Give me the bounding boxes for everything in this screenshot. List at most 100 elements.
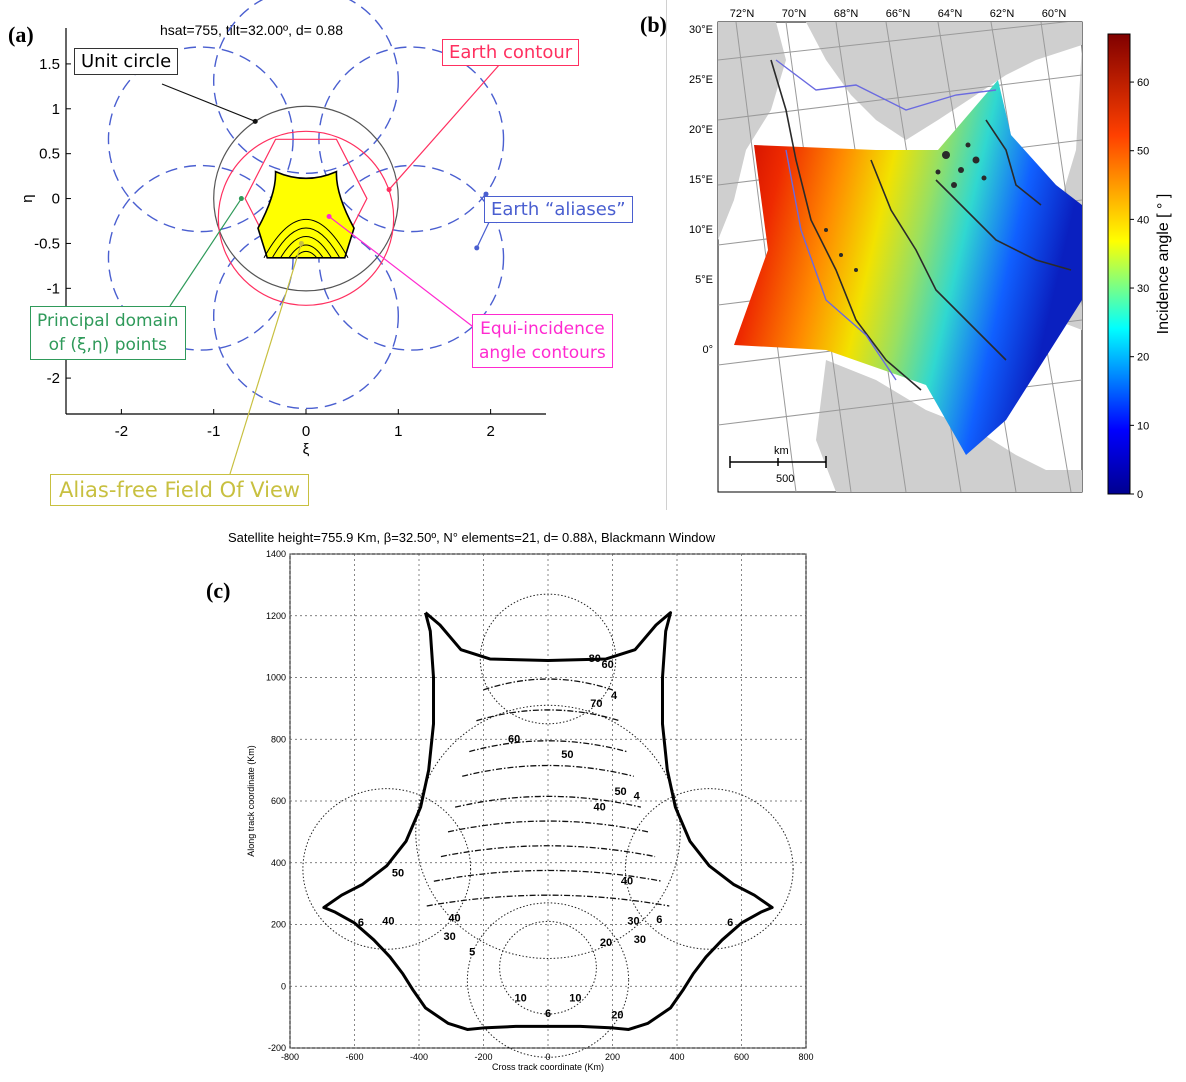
callout-line-1: [388, 63, 501, 190]
c-xtick-label: 200: [605, 1052, 620, 1062]
c-xtick-label: 600: [734, 1052, 749, 1062]
c-contour-1: [415, 704, 681, 959]
lat-ticks: 72°N 70°N 68°N 66°N 64°N 62°N 60°N: [730, 8, 1067, 20]
a-xtick-label: -2: [115, 423, 128, 440]
panel-c-title: Satellite height=755.9 Km, β=32.50º, N° …: [228, 530, 716, 545]
lat-tick-label: 70°N: [782, 8, 807, 20]
equi-incidence-contour-2: [280, 235, 332, 259]
panel-c-plot: -800 -600 -400 -200 0 200 400 600 800 1400 1200 100…: [246, 549, 814, 1072]
lat-tick-label: 62°N: [990, 8, 1015, 20]
c-ytick-label: 1000: [266, 673, 286, 683]
colorbar-tick-label: 50: [1137, 146, 1149, 158]
unit-circle-callout: Unit circle: [74, 48, 179, 75]
c-contour-label: 50: [561, 749, 573, 761]
c-isoline-4: [454, 795, 642, 808]
c-contour-5: [624, 788, 794, 950]
a-ylabel: η: [19, 194, 36, 202]
c-isoline-6: [440, 845, 656, 858]
c-ytick-label: 0: [281, 981, 286, 991]
c-xtick-label: -800: [281, 1052, 299, 1062]
a-xtick-label: 1: [394, 423, 402, 440]
scalebar-value: 500: [776, 473, 794, 485]
c-contour-label: 20: [611, 1010, 623, 1022]
panel-b: km 500 72°N 70°N 68°N 66°N 64°N 62°N 60°N 30°E…: [676, 0, 1186, 510]
c-contour-label: 50: [392, 868, 404, 880]
c-ytick-label: 800: [271, 734, 286, 744]
alias-circle-1: [318, 46, 505, 233]
c-xtick-label: 400: [669, 1052, 684, 1062]
c-fov-boundary: [322, 611, 774, 1031]
callout-arrowhead-4: [238, 196, 244, 202]
lon-tick-label: 30°E: [689, 24, 713, 36]
c-contour-label: 10: [569, 993, 581, 1005]
land-bottom: [816, 360, 1082, 492]
colorbar-tick-label: 20: [1137, 352, 1149, 364]
c-contour-label: 6: [545, 1008, 551, 1020]
a-ytick-label: 0.5: [39, 146, 60, 163]
colorbar: [1107, 33, 1131, 495]
a-xlabel: ξ: [303, 441, 310, 458]
callout-lines: [161, 63, 501, 475]
c-xtick-label: -600: [345, 1052, 363, 1062]
c-contour-label: 50: [614, 786, 626, 798]
earth-contour-callout: Earth contour: [442, 39, 580, 66]
principal-domain-line2: of (ξ,η) points: [48, 335, 167, 355]
equi-incidence-contour-0: [263, 219, 349, 259]
c-isoline-1: [476, 709, 620, 722]
alias-free-fov: [257, 170, 355, 259]
lon-tick-label: 15°E: [689, 174, 713, 186]
scalebar-unit: km: [774, 445, 789, 457]
lon-tick-label: 20°E: [689, 124, 713, 136]
alias-circle-0: [213, 0, 399, 174]
a-ytick-label: -1: [47, 280, 60, 297]
equi-incidence-callout: Equi-incidence angle contours: [472, 314, 613, 368]
lon-tick-label: 10°E: [689, 224, 713, 236]
a-ytick-label: 0: [52, 191, 60, 208]
map-content: km 500: [718, 22, 1082, 492]
equi-incidence-line1: Equi-incidence: [480, 319, 605, 339]
coastlines: [770, 59, 1072, 391]
c-xtick-label: -200: [474, 1052, 492, 1062]
c-xtick-label: -400: [410, 1052, 428, 1062]
a-xtick-label: -1: [207, 423, 220, 440]
earth-aliases-callout: Earth “aliases”: [484, 196, 633, 223]
callout-arrowhead-3: [474, 245, 480, 251]
c-ytick-label: 1400: [266, 549, 286, 559]
panel-divider: [666, 0, 667, 510]
lon-tick-label: 5°E: [695, 274, 713, 286]
principal-domain-callout: Principal domain of (ξ,η) points: [30, 306, 186, 360]
unit-circle-group: [213, 105, 399, 306]
c-ylabel: Along track coordinate (Km): [246, 745, 256, 857]
c-isoline-3: [462, 764, 634, 777]
land-top: [718, 22, 1082, 140]
callout-arrowhead-2: [483, 191, 489, 197]
incidence-swath: [734, 80, 1082, 455]
c-contour-label: 6: [358, 917, 364, 929]
lakes: [824, 142, 987, 272]
lat-tick-label: 68°N: [834, 8, 859, 20]
borders: [775, 59, 997, 381]
c-contour-label: 6: [656, 914, 662, 926]
c-isoline-0: [483, 678, 613, 691]
land-left: [718, 22, 786, 240]
callout-arrowhead-5: [326, 214, 332, 220]
colorbar-tick-label: 40: [1137, 214, 1149, 226]
c-contour-label: 40: [593, 801, 605, 813]
panel-b-map: km 500 72°N 70°N 68°N 66°N 64°N 62°N 60°N 30°E…: [689, 8, 1172, 501]
c-contour-label: 6: [727, 917, 733, 929]
c-contour-label: 30: [627, 916, 639, 928]
a-ytick-label: -0.5: [34, 235, 60, 252]
c-contour-label: 10: [514, 993, 526, 1005]
callout-line-4: [169, 198, 242, 307]
lon-tick-label: 25°E: [689, 74, 713, 86]
c-contour-label: 40: [621, 875, 633, 887]
callout-arrowhead-1: [386, 187, 392, 193]
colorbar-tick-label: 0: [1137, 489, 1143, 501]
c-contour-label: 30: [444, 931, 456, 943]
alias-free-fov-callout: Alias-free Field Of View: [50, 474, 310, 506]
a-xtick-label: 2: [486, 423, 494, 440]
c-xtick-label: 800: [798, 1052, 813, 1062]
lat-tick-label: 64°N: [938, 8, 963, 20]
c-ytick-label: 200: [271, 920, 286, 930]
